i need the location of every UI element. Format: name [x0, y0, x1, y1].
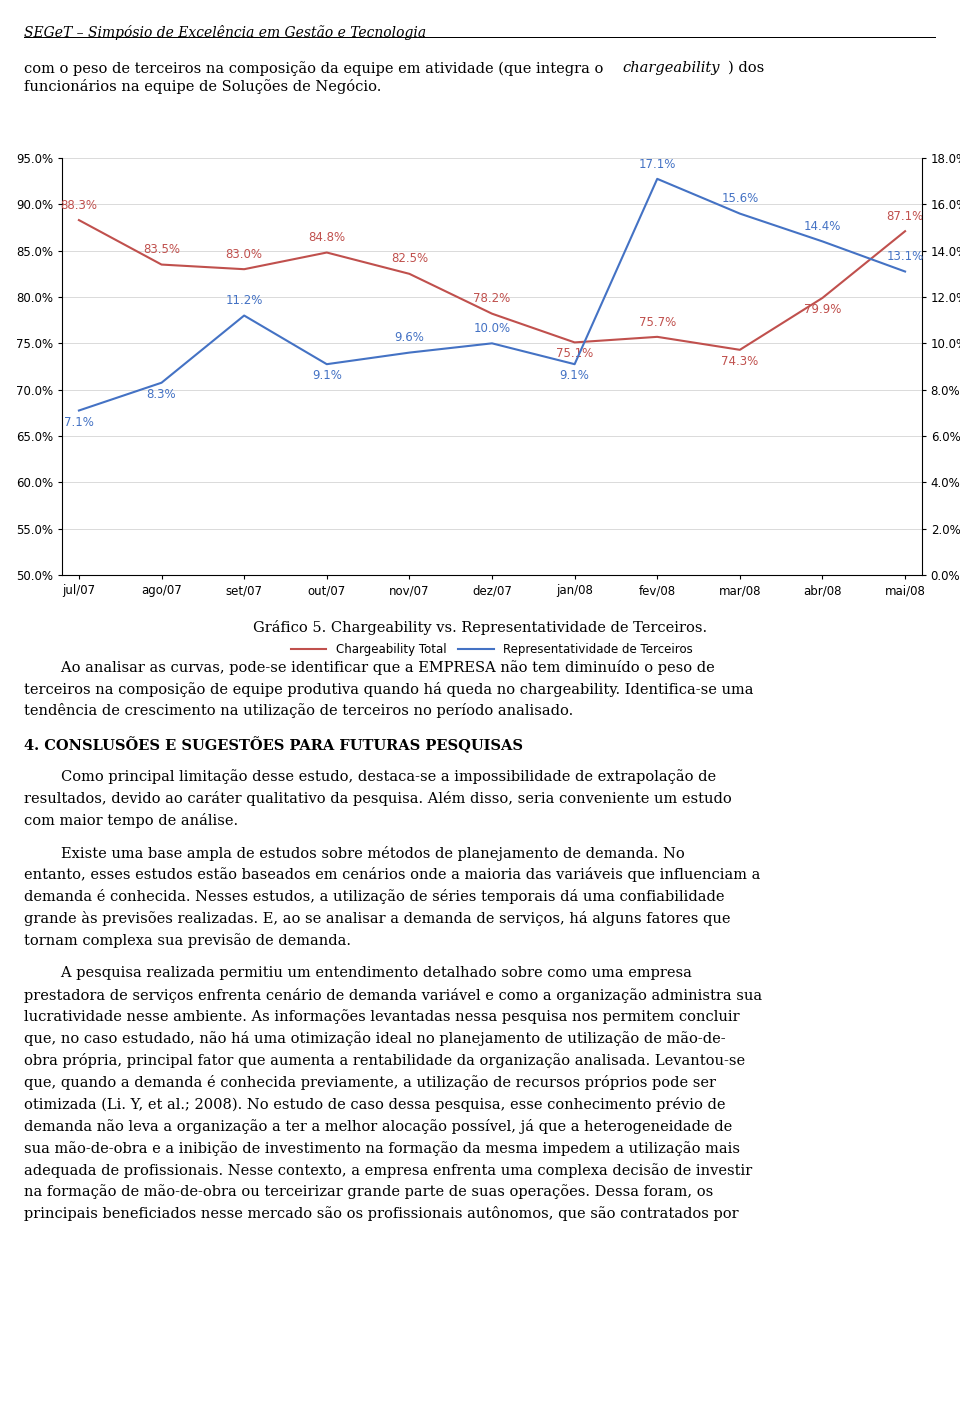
- Text: que, quando a demanda é conhecida previamente, a utilização de recursos próprios: que, quando a demanda é conhecida previa…: [24, 1075, 716, 1091]
- Text: adequada de profissionais. Nesse contexto, a empresa enfrenta uma complexa decis: adequada de profissionais. Nesse context…: [24, 1163, 753, 1178]
- Text: demanda é conhecida. Nesses estudos, a utilização de séries temporais dá uma con: demanda é conhecida. Nesses estudos, a u…: [24, 889, 725, 904]
- Text: Existe uma base ampla de estudos sobre métodos de planejamento de demanda. No: Existe uma base ampla de estudos sobre m…: [24, 845, 684, 861]
- Text: 7.1%: 7.1%: [64, 416, 94, 429]
- Text: 74.3%: 74.3%: [721, 356, 758, 368]
- Text: entanto, esses estudos estão baseados em cenários onde a maioria das variáveis q: entanto, esses estudos estão baseados em…: [24, 868, 760, 882]
- Text: 83.0%: 83.0%: [226, 248, 263, 261]
- Text: A pesquisa realizada permitiu um entendimento detalhado sobre como uma empresa: A pesquisa realizada permitiu um entendi…: [24, 967, 692, 979]
- Text: 11.2%: 11.2%: [226, 295, 263, 308]
- Text: otimizada (Li. Y, et al.; 2008). No estudo de caso dessa pesquisa, esse conhecim: otimizada (Li. Y, et al.; 2008). No estu…: [24, 1098, 726, 1112]
- Text: 79.9%: 79.9%: [804, 303, 841, 316]
- Text: funcionários na equipe de Soluções de Negócio.: funcionários na equipe de Soluções de Ne…: [24, 79, 381, 95]
- Text: obra própria, principal fator que aumenta a rentabilidade da organização analisa: obra própria, principal fator que aument…: [24, 1054, 745, 1068]
- Text: prestadora de serviços enfrenta cenário de demanda variável e como a organização: prestadora de serviços enfrenta cenário …: [24, 988, 762, 1003]
- Text: lucratividade nesse ambiente. As informações levantadas nessa pesquisa nos permi: lucratividade nesse ambiente. As informa…: [24, 1010, 739, 1024]
- Text: 17.1%: 17.1%: [638, 158, 676, 171]
- Text: tendência de crescimento na utilização de terceiros no período analisado.: tendência de crescimento na utilização d…: [24, 704, 573, 718]
- Text: terceiros na composição de equipe produtiva quando há queda no chargeability. Id: terceiros na composição de equipe produt…: [24, 682, 754, 697]
- Text: SEGeT – Simpósio de Excelência em Gestão e Tecnologia: SEGeT – Simpósio de Excelência em Gestão…: [24, 25, 426, 41]
- Text: 14.4%: 14.4%: [804, 220, 841, 233]
- Text: 87.1%: 87.1%: [886, 210, 924, 223]
- Text: 15.6%: 15.6%: [721, 192, 758, 205]
- Text: 10.0%: 10.0%: [473, 322, 511, 334]
- Text: 75.1%: 75.1%: [556, 347, 593, 360]
- Text: 4. CONSLUSÕES E SUGESTÕES PARA FUTURAS PESQUISAS: 4. CONSLUSÕES E SUGESTÕES PARA FUTURAS P…: [24, 737, 523, 753]
- Text: 75.7%: 75.7%: [638, 316, 676, 329]
- Text: Como principal limitação desse estudo, destaca-se a impossibilidade de extrapola: Como principal limitação desse estudo, d…: [24, 769, 716, 785]
- Text: 83.5%: 83.5%: [143, 243, 180, 257]
- Text: ) dos: ) dos: [728, 61, 764, 75]
- Text: 8.3%: 8.3%: [147, 388, 177, 401]
- Text: grande às previsões realizadas. E, ao se analisar a demanda de serviços, há algu: grande às previsões realizadas. E, ao se…: [24, 912, 731, 926]
- Text: na formação de mão-de-obra ou terceirizar grande parte de suas operações. Dessa : na formação de mão-de-obra ou terceiriza…: [24, 1185, 713, 1199]
- Legend: Chargeability Total, Representatividade de Terceiros: Chargeability Total, Representatividade …: [286, 638, 698, 660]
- Text: que, no caso estudado, não há uma otimização ideal no planejamento de utilização: que, no caso estudado, não há uma otimiz…: [24, 1031, 726, 1047]
- Text: Gráfico 5. Chargeability vs. Representatividade de Terceiros.: Gráfico 5. Chargeability vs. Representat…: [252, 621, 708, 635]
- Text: principais beneficiados nesse mercado são os profissionais autônomos, que são co: principais beneficiados nesse mercado sã…: [24, 1206, 738, 1222]
- Text: 13.1%: 13.1%: [886, 250, 924, 264]
- Text: tornam complexa sua previsão de demanda.: tornam complexa sua previsão de demanda.: [24, 933, 351, 948]
- Text: 82.5%: 82.5%: [391, 253, 428, 265]
- Text: 9.6%: 9.6%: [395, 332, 424, 344]
- Text: sua mão-de-obra e a inibição de investimento na formação da mesma impedem a util: sua mão-de-obra e a inibição de investim…: [24, 1141, 740, 1156]
- Text: resultados, devido ao caráter qualitativo da pesquisa. Além disso, seria conveni: resultados, devido ao caráter qualitativ…: [24, 792, 732, 806]
- Text: 9.1%: 9.1%: [560, 370, 589, 382]
- Text: 9.1%: 9.1%: [312, 370, 342, 382]
- Text: 88.3%: 88.3%: [60, 199, 97, 212]
- Text: com maior tempo de análise.: com maior tempo de análise.: [24, 813, 238, 828]
- Text: Ao analisar as curvas, pode-se identificar que a EMPRESA não tem diminuído o pes: Ao analisar as curvas, pode-se identific…: [24, 660, 715, 674]
- Text: 78.2%: 78.2%: [473, 292, 511, 305]
- Text: com o peso de terceiros na composição da equipe em atividade (que integra o: com o peso de terceiros na composição da…: [24, 61, 608, 76]
- Text: 84.8%: 84.8%: [308, 231, 346, 244]
- Text: demanda não leva a organização a ter a melhor alocação possível, já que a hetero: demanda não leva a organização a ter a m…: [24, 1119, 732, 1134]
- Text: chargeability: chargeability: [622, 61, 720, 75]
